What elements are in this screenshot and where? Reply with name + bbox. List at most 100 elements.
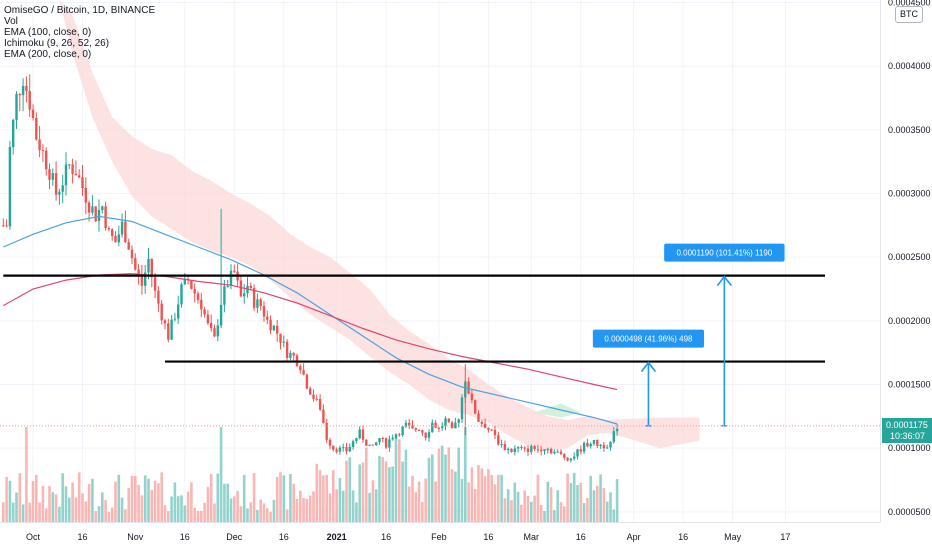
volume-bar bbox=[358, 464, 361, 522]
candle-body bbox=[45, 150, 48, 170]
volume-bar bbox=[299, 490, 302, 522]
legend-ema-200[interactable]: EMA (200, close, 0) bbox=[4, 49, 92, 60]
candle-body bbox=[516, 446, 520, 449]
time-tick-label: Dec bbox=[226, 532, 243, 542]
volume-bar bbox=[87, 484, 91, 522]
candle-body bbox=[285, 341, 289, 359]
candle-body bbox=[450, 422, 454, 429]
volume-bar bbox=[559, 502, 563, 522]
candle-body bbox=[111, 229, 114, 236]
candle-body bbox=[21, 85, 25, 96]
legend-ema-100[interactable]: EMA (100, close, 0) bbox=[4, 27, 92, 38]
volume-bar bbox=[322, 475, 325, 522]
volume-bar bbox=[15, 492, 18, 522]
time-tick-label: May bbox=[724, 532, 742, 542]
legend-vol[interactable]: Vol bbox=[4, 16, 18, 27]
volume-bar bbox=[556, 490, 559, 522]
candle-body bbox=[384, 438, 388, 448]
volume-bar bbox=[120, 497, 124, 522]
volume-bar bbox=[315, 463, 319, 522]
volume-bar bbox=[388, 467, 391, 522]
candle-body bbox=[322, 409, 325, 423]
time-axis[interactable]: Oct 16 Nov 16 Dec 16 2021 16 Feb 16 Mar 16 Apr 16 May 1… bbox=[26, 532, 790, 542]
volume-bar bbox=[147, 478, 150, 522]
candle-body bbox=[404, 422, 408, 427]
volume-bar bbox=[536, 474, 540, 522]
volume-bar bbox=[246, 508, 249, 522]
volume-bar bbox=[51, 492, 55, 522]
volume-bar bbox=[117, 474, 121, 522]
volume-bar bbox=[586, 497, 589, 522]
candle-body bbox=[609, 441, 612, 448]
volume-bar bbox=[94, 511, 97, 522]
price-tick-label: 0.0001500 bbox=[888, 379, 931, 389]
price-tick-label: 0.0004500 bbox=[888, 0, 931, 8]
volume-bar bbox=[163, 505, 167, 522]
candle-body bbox=[134, 258, 137, 270]
time-tick-label: 16 bbox=[381, 532, 391, 542]
candle-body bbox=[526, 448, 530, 452]
volume-bar bbox=[223, 483, 226, 522]
volume-bar bbox=[209, 474, 213, 522]
volume-bar bbox=[391, 466, 394, 522]
candle-body bbox=[388, 439, 391, 448]
volume-bar bbox=[44, 508, 48, 522]
candle-body bbox=[48, 169, 51, 180]
candle-body bbox=[559, 451, 563, 455]
candle-body bbox=[87, 202, 91, 213]
last-price-label-bg bbox=[882, 418, 932, 443]
volume-bar bbox=[497, 474, 500, 522]
volume-bar bbox=[183, 505, 187, 522]
volume-bar bbox=[41, 485, 45, 522]
volume-bar bbox=[480, 468, 484, 522]
countdown-text: 10:36:07 bbox=[890, 431, 925, 441]
candle-body bbox=[533, 446, 536, 450]
currency-badge[interactable]: BTC bbox=[895, 6, 923, 23]
volume-bar bbox=[203, 502, 206, 522]
volume-bar bbox=[596, 485, 599, 522]
candle-body bbox=[309, 388, 312, 395]
candle-body bbox=[315, 398, 318, 400]
candle-body bbox=[153, 277, 157, 291]
volume-bar bbox=[312, 491, 315, 522]
candle-body bbox=[196, 293, 200, 300]
price-axis[interactable]: 0.0000500 0.0001000 0.0001500 0.0002000 0.00… bbox=[888, 0, 931, 517]
measure-callout-box bbox=[592, 329, 705, 348]
volume-bar bbox=[170, 496, 173, 522]
volume-bar bbox=[365, 447, 368, 522]
candle-body bbox=[510, 448, 513, 453]
candle-body bbox=[523, 447, 526, 449]
candle-body bbox=[549, 448, 553, 454]
volume-bar bbox=[609, 492, 612, 522]
volume-bar bbox=[269, 511, 272, 522]
volume-bar bbox=[530, 501, 533, 522]
candle-body bbox=[612, 431, 615, 442]
volume-bar bbox=[21, 504, 25, 522]
candle-body bbox=[328, 439, 332, 446]
volume-bar bbox=[74, 497, 78, 522]
volume-bar bbox=[266, 508, 269, 522]
volume-bar bbox=[305, 498, 309, 522]
volume-bar bbox=[332, 470, 335, 522]
volume-bar bbox=[361, 462, 365, 522]
volume-bar bbox=[101, 492, 104, 522]
candle-body bbox=[483, 423, 487, 428]
legend-ichimoku[interactable]: Ichimoku (9, 26, 52, 26) bbox=[4, 38, 110, 49]
volume-bar bbox=[196, 510, 200, 522]
volume-bar bbox=[216, 473, 220, 522]
candle-body bbox=[120, 221, 124, 235]
candle-body bbox=[150, 259, 153, 278]
candle-body bbox=[602, 444, 606, 449]
volume-bar bbox=[351, 490, 355, 522]
volume-bar bbox=[54, 494, 58, 522]
volume-bar bbox=[520, 504, 523, 522]
volume-bar bbox=[308, 495, 312, 522]
candle-body bbox=[252, 287, 256, 308]
volume-bar bbox=[431, 454, 434, 522]
symbol-title[interactable]: OmiseGO / Bitcoin, 1D, BINANCE bbox=[4, 5, 156, 16]
candle-body bbox=[147, 259, 150, 273]
candle-body bbox=[28, 91, 31, 110]
volume-bar bbox=[384, 461, 388, 522]
volume-bar bbox=[589, 475, 592, 522]
